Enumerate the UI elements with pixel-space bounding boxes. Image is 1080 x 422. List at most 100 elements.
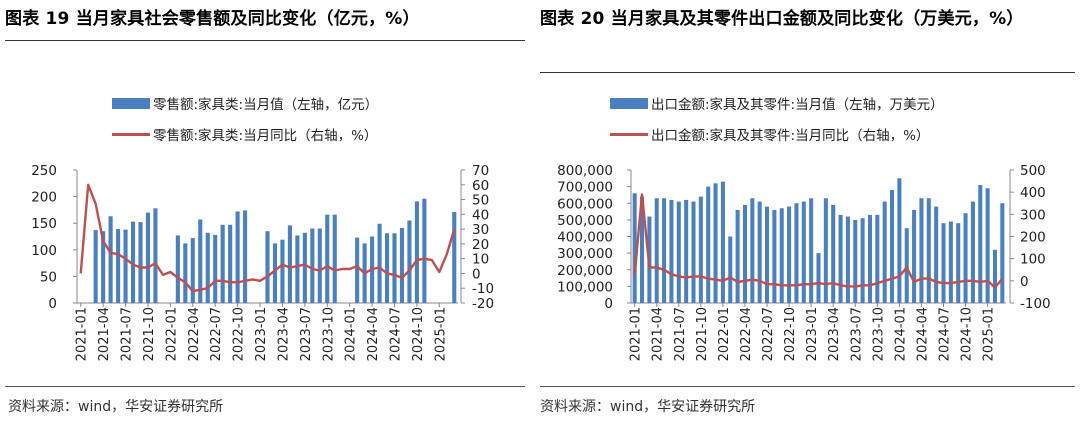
bar-mark [713,183,718,303]
x-tick-label: 2021-04 [651,307,666,361]
x-tick-label: 2021-10 [695,307,710,361]
bar-mark [332,214,337,303]
right-tick-label: 0 [472,266,481,282]
x-tick-label: 2021-10 [142,307,157,361]
left-tick-label: 400,000 [557,230,613,246]
bar-mark [919,198,924,303]
bar-mark [414,201,419,303]
x-tick-label: 2025-01 [982,307,997,361]
bar-mark [145,212,151,303]
bar-mark [765,206,770,303]
bar-mark [407,220,412,303]
left-chart-title: 图表 19 当月家具社会零售额及同比变化（亿元，%） [5,9,420,29]
legend-line-swatch [610,132,648,136]
x-tick-label: 2023-01 [254,307,269,361]
bar-mark [823,198,828,303]
yoy-line [633,193,1004,289]
x-tick-label: 2024-07 [938,307,953,361]
bar-mark [845,216,850,303]
bar-mark [669,199,674,303]
bar-mark [183,243,188,303]
bar-mark [123,229,128,303]
right-tick-label: 200 [1020,230,1046,246]
bar-mark [941,223,946,303]
bar-mark [838,214,843,303]
right-chart-panel: 图表 20 当月家具及其零件出口金额及同比变化（万美元，%） 出口金额:家具及其… [540,0,1080,422]
left-tick-label: 100 [31,243,57,259]
left-tick-label: 150 [31,216,57,232]
bar-mark [720,181,725,303]
x-tick-label: 2024-01 [893,307,908,361]
bar-mark [860,218,865,303]
bar-mark [779,208,784,303]
bar-mark [310,228,315,303]
bar-mark [116,229,121,303]
left-tick-label: 700,000 [557,180,613,196]
x-tick-label: 2021-07 [120,307,135,361]
left-tick-label: 600,000 [557,196,613,212]
right-tick-label: 50 [472,193,489,209]
left-bottom-rule [5,386,525,387]
bar-mark [698,196,703,303]
bar-mark [101,231,106,303]
x-tick-label: 2021-07 [673,307,688,361]
x-tick-label: 2022-01 [164,307,179,361]
bar-mark [243,210,248,303]
right-legend-bar-label: 出口金额:家具及其零件:当月值（左轴，万美元） [651,97,944,113]
x-tick-label: 2023-10 [321,307,336,361]
left-tick-label: 200 [31,190,57,206]
x-tick-label: 2022-04 [187,307,202,361]
bar-mark [422,198,427,303]
bar-mark [280,239,285,303]
bar-mark [190,238,195,303]
x-tick-label: 2021-04 [97,307,112,361]
bar-mark [853,219,858,303]
left-chart-panel: 图表 19 当月家具社会零售额及同比变化（亿元，%） 零售额:家具类:当月值（左… [0,0,530,422]
bar-mark [272,243,278,303]
x-tick-label: 2024-10 [960,307,975,361]
bar-mark [956,223,961,303]
bar-mark [399,227,405,303]
bar-mark [355,237,360,303]
legend-bar-swatch [610,97,648,109]
right-tick-label: 400 [1020,185,1046,201]
x-tick-label: 2023-01 [805,307,820,361]
right-tick-label: 30 [472,222,489,238]
left-legend-line-label: 零售额:家具类:当月同比（右轴，%） [153,128,378,144]
bar-mark [654,198,659,303]
right-source-note: 资料来源：wind，华安证券研究所 [540,399,756,415]
bar-mark [213,234,218,303]
bar-mark [325,214,330,303]
bar-mark [317,228,322,303]
bar-mark [220,224,225,303]
bar-mark [228,224,233,303]
bar-mark [384,233,390,303]
bar-mark [992,249,997,303]
left-source-note: 资料来源：wind，华安证券研究所 [8,399,224,415]
bar-mark [985,188,990,303]
bar-mark [640,196,645,303]
left-tick-label: 0 [604,296,613,312]
bar-mark [728,236,733,303]
bar-mark [794,203,799,303]
left-tick-label: 300,000 [557,246,613,262]
bar-mark [912,209,917,303]
bar-mark [452,212,457,303]
bar-mark [295,235,300,303]
bar-mark [108,216,113,303]
bar-mark [970,201,975,303]
right-tick-label: -20 [472,296,494,312]
bar-mark [153,208,158,303]
right-tick-label: 10 [472,252,489,268]
left-tick-label: 250 [31,163,57,179]
left-chart-svg: 050100150200250-20-100102030405060702021… [31,163,494,361]
right-tick-label: 20 [472,237,489,253]
bar-mark [875,214,880,303]
bar-mark [948,221,953,303]
x-tick-label: 2022-01 [717,307,732,361]
right-tick-label: 40 [472,207,489,223]
bar-mark [632,193,637,303]
bar-mark [772,209,777,303]
legend-bar-swatch [112,97,150,109]
bar-mark [897,178,902,303]
